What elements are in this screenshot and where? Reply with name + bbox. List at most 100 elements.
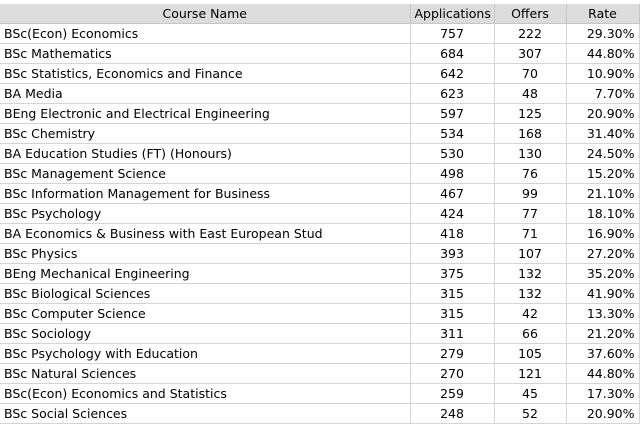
table-body: BSc(Econ) Economics 757 222 29.30% BSc Mathe…	[0, 23, 640, 424]
cell-applications[interactable]: 311	[410, 323, 495, 344]
cell-offers[interactable]: 52	[494, 403, 567, 424]
table-row: BSc(Econ) Economics and Statistics 259 45 1…	[0, 383, 640, 404]
cell-course-name[interactable]: BEng Mechanical Engineering	[0, 263, 411, 284]
cell-offers[interactable]: 48	[494, 83, 567, 104]
cell-rate[interactable]: 15.20%	[566, 163, 640, 184]
cell-offers[interactable]: 132	[494, 283, 567, 304]
cell-rate[interactable]: 27.20%	[566, 243, 640, 264]
cell-applications[interactable]: 642	[410, 63, 495, 84]
cell-course-name[interactable]: BSc(Econ) Economics and Statistics	[0, 383, 411, 404]
cell-rate[interactable]: 18.10%	[566, 203, 640, 224]
table-row: BSc Management Science 498 76 15.20%	[0, 163, 640, 184]
table-row: BSc Statistics, Economics and Finance 642…	[0, 63, 640, 84]
cell-applications[interactable]: 248	[410, 403, 495, 424]
cell-rate[interactable]: 17.30%	[566, 383, 640, 404]
cell-rate[interactable]: 44.80%	[566, 43, 640, 64]
cell-rate[interactable]: 16.90%	[566, 223, 640, 244]
cell-applications[interactable]: 530	[410, 143, 495, 164]
cell-offers[interactable]: 70	[494, 63, 567, 84]
cell-course-name[interactable]: BA Economics & Business with East Europe…	[0, 223, 411, 244]
cell-course-name[interactable]: BSc Management Science	[0, 163, 411, 184]
cell-course-name[interactable]: BSc Information Management for Business	[0, 183, 411, 204]
table-row: BSc Mathematics 684 307 44.80%	[0, 43, 640, 64]
cell-course-name[interactable]: BSc Social Sciences	[0, 403, 411, 424]
cell-offers[interactable]: 132	[494, 263, 567, 284]
cell-applications[interactable]: 393	[410, 243, 495, 264]
cell-applications[interactable]: 279	[410, 343, 495, 364]
cell-offers[interactable]: 42	[494, 303, 567, 324]
cell-applications[interactable]: 375	[410, 263, 495, 284]
cell-course-name[interactable]: BSc Mathematics	[0, 43, 411, 64]
header-rate[interactable]: Rate	[566, 4, 640, 24]
cell-course-name[interactable]: BA Media	[0, 83, 411, 104]
table-row: BSc Physics 393 107 27.20%	[0, 243, 640, 264]
cell-applications[interactable]: 418	[410, 223, 495, 244]
cell-offers[interactable]: 168	[494, 123, 567, 144]
course-table: Course Name Applications Offers Rate BSc…	[0, 4, 640, 424]
cell-course-name[interactable]: BSc Physics	[0, 243, 411, 264]
cell-rate[interactable]: 7.70%	[566, 83, 640, 104]
cell-offers[interactable]: 307	[494, 43, 567, 64]
cell-applications[interactable]: 757	[410, 23, 495, 44]
cell-rate[interactable]: 21.20%	[566, 323, 640, 344]
cell-offers[interactable]: 121	[494, 363, 567, 384]
cell-course-name[interactable]: BSc Chemistry	[0, 123, 411, 144]
header-applications[interactable]: Applications	[410, 4, 495, 24]
cell-offers[interactable]: 105	[494, 343, 567, 364]
cell-course-name[interactable]: BSc Natural Sciences	[0, 363, 411, 384]
cell-course-name[interactable]: BSc Statistics, Economics and Finance	[0, 63, 411, 84]
header-course-name[interactable]: Course Name	[0, 4, 411, 24]
cell-rate[interactable]: 20.90%	[566, 403, 640, 424]
cell-applications[interactable]: 684	[410, 43, 495, 64]
cell-rate[interactable]: 44.80%	[566, 363, 640, 384]
cell-offers[interactable]: 99	[494, 183, 567, 204]
table-row: BSc Information Management for Business 4…	[0, 183, 640, 204]
cell-rate[interactable]: 31.40%	[566, 123, 640, 144]
cell-offers[interactable]: 222	[494, 23, 567, 44]
cell-applications[interactable]: 424	[410, 203, 495, 224]
cell-offers[interactable]: 77	[494, 203, 567, 224]
cell-rate[interactable]: 10.90%	[566, 63, 640, 84]
cell-applications[interactable]: 315	[410, 303, 495, 324]
table-row: BSc Chemistry 534 168 31.40%	[0, 123, 640, 144]
cell-rate[interactable]: 13.30%	[566, 303, 640, 324]
cell-rate[interactable]: 24.50%	[566, 143, 640, 164]
header-offers[interactable]: Offers	[494, 4, 567, 24]
cell-offers[interactable]: 45	[494, 383, 567, 404]
cell-course-name[interactable]: BSc Computer Science	[0, 303, 411, 324]
cell-rate[interactable]: 21.10%	[566, 183, 640, 204]
cell-course-name[interactable]: BSc(Econ) Economics	[0, 23, 411, 44]
cell-applications[interactable]: 467	[410, 183, 495, 204]
cell-offers[interactable]: 76	[494, 163, 567, 184]
cell-applications[interactable]: 597	[410, 103, 495, 124]
cell-course-name[interactable]: BSc Sociology	[0, 323, 411, 344]
cell-applications[interactable]: 259	[410, 383, 495, 404]
cell-offers[interactable]: 125	[494, 103, 567, 124]
cell-applications[interactable]: 315	[410, 283, 495, 304]
cell-applications[interactable]: 498	[410, 163, 495, 184]
cell-course-name[interactable]: BEng Electronic and Electrical Engineeri…	[0, 103, 411, 124]
cell-offers[interactable]: 71	[494, 223, 567, 244]
table-row: BSc(Econ) Economics 757 222 29.30%	[0, 23, 640, 44]
cell-course-name[interactable]: BSc Psychology	[0, 203, 411, 224]
cell-applications[interactable]: 534	[410, 123, 495, 144]
table-row: BA Media 623 48 7.70%	[0, 83, 640, 104]
table-row: BSc Biological Sciences 315 132 41.90%	[0, 283, 640, 304]
cell-rate[interactable]: 20.90%	[566, 103, 640, 124]
table-row: BSc Computer Science 315 42 13.30%	[0, 303, 640, 324]
cell-rate[interactable]: 29.30%	[566, 23, 640, 44]
cell-rate[interactable]: 37.60%	[566, 343, 640, 364]
cell-offers[interactable]: 130	[494, 143, 567, 164]
table-row: BSc Sociology 311 66 21.20%	[0, 323, 640, 344]
table-row: BSc Psychology with Education 279 105 37.60…	[0, 343, 640, 364]
cell-applications[interactable]: 270	[410, 363, 495, 384]
cell-rate[interactable]: 41.90%	[566, 283, 640, 304]
cell-offers[interactable]: 107	[494, 243, 567, 264]
cell-rate[interactable]: 35.20%	[566, 263, 640, 284]
cell-applications[interactable]: 623	[410, 83, 495, 104]
cell-course-name[interactable]: BA Education Studies (FT) (Honours)	[0, 143, 411, 164]
cell-course-name[interactable]: BSc Psychology with Education	[0, 343, 411, 364]
table-row: BA Education Studies (FT) (Honours) 530 13…	[0, 143, 640, 164]
cell-course-name[interactable]: BSc Biological Sciences	[0, 283, 411, 304]
cell-offers[interactable]: 66	[494, 323, 567, 344]
